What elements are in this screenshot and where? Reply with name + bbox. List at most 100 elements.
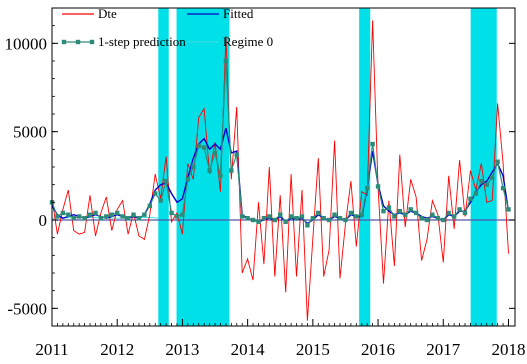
prediction-point [191,164,196,170]
prediction-point [104,214,109,219]
prediction-point [82,216,87,221]
legend-entry: Regime 0 [187,34,273,49]
prediction-point [288,214,294,219]
y-tick-label: -5000 [7,299,47,318]
prediction-point [115,210,120,216]
prediction-point [392,214,397,219]
prediction-point [201,145,207,150]
legend-entry: 1-step prediction [61,34,186,49]
legend-entry: Dte [62,6,117,21]
plot-frame [51,7,516,327]
regime-shade-3 [470,8,497,326]
prediction-point [381,208,386,214]
prediction-point [55,214,60,219]
prediction-point [375,184,381,189]
prediction-point [430,212,435,217]
prediction-point [169,210,174,216]
prediction-point [131,212,136,217]
prediction-point [326,217,332,223]
prediction-point [462,210,468,216]
prediction-point [223,58,229,64]
prediction-point [332,212,337,217]
series-line [51,20,509,321]
prediction-point [479,178,484,184]
prediction-point [60,210,66,216]
prediction-point [457,207,462,212]
legend-marker [61,39,67,45]
prediction-point [489,175,495,180]
prediction-point [93,210,98,216]
prediction-point [348,210,354,216]
prediction-point [147,203,153,209]
prediction-point [71,216,76,221]
prediction-point [294,216,299,221]
axes-layer: 2011 2012 2013 2014 2015 2016 2017 2018 -5000 0 50… [5,7,525,359]
prediction-point [218,173,223,179]
legend-label: 1-step prediction [98,34,186,49]
x-tick-label: 2013 [165,340,199,359]
prediction-point [212,150,218,156]
prediction-point [484,182,489,187]
prediction-point [343,217,348,223]
prediction-point [66,212,71,217]
legend-entry: Fitted [187,6,254,21]
regime-shading [158,8,497,326]
prediction-point [250,217,256,223]
regime-shade-2 [359,8,371,326]
prediction-point [506,207,511,212]
prediction-point [109,212,114,217]
prediction-point [408,207,413,212]
prediction-point [163,178,169,184]
x-tick-label: 2014 [231,340,266,359]
prediction-point [229,168,234,173]
series-dte [51,20,509,321]
regime-shade-0 [158,8,169,326]
prediction-point [413,210,419,216]
prediction-point [76,214,82,219]
legend-marker [75,39,81,45]
x-tick-label: 2012 [100,340,134,359]
y-tick-label: 0 [39,211,48,230]
prediction-point [403,212,408,217]
prediction-point [207,168,212,173]
prediction-point [245,216,250,221]
x-tick-label: 2018 [491,340,525,359]
x-tick-label: 2017 [426,340,461,359]
prediction-point [473,191,479,196]
prediction-point [185,177,191,182]
prediction-point [267,214,272,219]
prediction-point [386,205,392,210]
prediction-point [500,186,506,191]
prediction-point [451,214,457,219]
prediction-point [98,216,104,221]
legend-label: Dte [98,6,117,21]
prediction-point [359,212,364,217]
prediction-point [240,214,245,219]
legend: Dte Fitted 1-step prediction Regime 0 [61,6,273,49]
prediction-point [196,143,201,148]
prediction-point [441,217,446,223]
legend-label: Regime 0 [223,34,273,49]
prediction-point [321,216,326,221]
prediction-point [120,214,125,219]
prediction-point [364,186,370,191]
prediction-point [142,212,147,217]
prediction-point [316,210,321,216]
prediction-point [446,210,451,216]
y-tick-label: 10000 [5,34,48,53]
prediction-point [136,216,142,221]
prediction-point [158,198,163,203]
legend-marker [89,39,95,45]
prediction-point [495,159,500,164]
series-line [51,127,510,225]
x-tick-label: 2011 [35,340,68,359]
prediction-point [435,216,441,221]
prediction-point [261,216,267,221]
prediction-point [310,216,316,221]
prediction-point [370,141,375,147]
prediction-point [256,219,261,224]
prediction-point [419,216,424,221]
prediction-point [424,217,430,223]
prediction-point [299,214,305,219]
